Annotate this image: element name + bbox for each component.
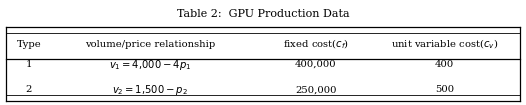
Text: 250,000: 250,000 <box>295 85 336 94</box>
Text: unit variable cost($c_v$): unit variable cost($c_v$) <box>391 37 498 51</box>
Text: 500: 500 <box>435 85 454 94</box>
Text: Type: Type <box>16 40 42 49</box>
Text: $v_1 = 4{,}000 - 4p_1$: $v_1 = 4{,}000 - 4p_1$ <box>109 58 191 72</box>
Text: 2: 2 <box>26 85 32 94</box>
Text: Table 2:  GPU Production Data: Table 2: GPU Production Data <box>177 9 349 19</box>
Text: 1: 1 <box>26 60 32 69</box>
Text: $v_2 = 1{,}500 - p_2$: $v_2 = 1{,}500 - p_2$ <box>112 83 188 97</box>
Text: 400,000: 400,000 <box>295 60 337 69</box>
Text: fixed cost($c_f$): fixed cost($c_f$) <box>282 37 349 51</box>
Text: volume/price relationship: volume/price relationship <box>85 40 215 49</box>
Text: 400: 400 <box>435 60 454 69</box>
